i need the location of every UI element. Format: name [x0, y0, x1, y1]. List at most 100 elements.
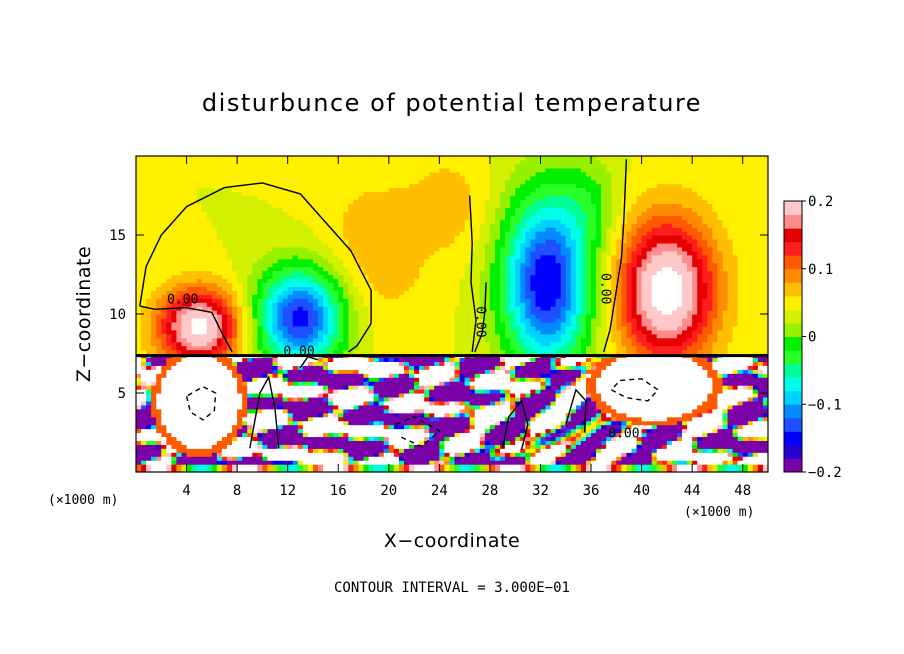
- heat-cell: [196, 460, 203, 465]
- heat-cell: [343, 207, 349, 212]
- heat-cell: [419, 460, 425, 465]
- heat-cell: [333, 215, 339, 220]
- heat-cell: [151, 440, 157, 445]
- heat-cell: [414, 448, 420, 453]
- heat-cell: [343, 298, 349, 303]
- heat-cell: [398, 223, 405, 228]
- heat-cell: [353, 361, 360, 366]
- heat-cell: [388, 337, 395, 343]
- heat-cell: [242, 337, 248, 343]
- heat-cell: [353, 246, 360, 252]
- heat-cell: [318, 219, 324, 224]
- heat-cell: [206, 211, 213, 216]
- heat-cell: [383, 412, 390, 418]
- heat-cell: [141, 468, 147, 472]
- heat-cell: [141, 163, 147, 169]
- heat-cell: [277, 266, 284, 272]
- heat-cell: [439, 337, 446, 343]
- heat-cell: [161, 163, 167, 169]
- heat-cell: [181, 448, 188, 453]
- heat-cell: [247, 262, 253, 268]
- heat-cell: [247, 302, 253, 307]
- heat-cell: [227, 211, 233, 216]
- heat-cell: [171, 321, 178, 327]
- heat-cell: [171, 207, 178, 212]
- heat-cell: [211, 270, 218, 276]
- heat-cell: [358, 223, 365, 228]
- heat-cell: [277, 369, 284, 374]
- heat-cell: [282, 420, 289, 426]
- heat-cell: [151, 365, 157, 370]
- heat-cell: [312, 345, 319, 351]
- heat-cell: [363, 357, 370, 362]
- heat-cell: [297, 298, 304, 303]
- heat-cell: [136, 211, 142, 216]
- heat-cell: [161, 349, 167, 355]
- heat-cell: [328, 242, 334, 248]
- heat-cell: [267, 357, 274, 362]
- heat-cell: [373, 314, 380, 319]
- heat-cell: [434, 345, 440, 351]
- heat-cell: [403, 325, 410, 331]
- heat-cell: [166, 337, 172, 343]
- heat-cell: [161, 377, 167, 382]
- heat-cell: [398, 420, 405, 426]
- heat-cell: [191, 262, 198, 268]
- heat-cell: [338, 156, 344, 161]
- heat-cell: [277, 242, 284, 248]
- heat-cell: [348, 404, 355, 410]
- heat-cell: [398, 290, 405, 295]
- heat-cell: [358, 238, 365, 244]
- heat-cell: [237, 420, 243, 426]
- heat-cell: [403, 424, 410, 430]
- heat-cell: [378, 345, 385, 351]
- heat-cell: [216, 199, 223, 204]
- heat-cell: [242, 282, 248, 287]
- heat-cell: [388, 436, 395, 441]
- heat-cell: [439, 440, 446, 445]
- heat-cell: [282, 270, 289, 276]
- heat-cell: [146, 159, 152, 165]
- heat-cell: [307, 452, 314, 457]
- heat-cell: [156, 325, 162, 331]
- heat-cell: [267, 262, 274, 268]
- heat-cell: [419, 282, 425, 287]
- heat-cell: [272, 337, 279, 343]
- heat-cell: [191, 456, 198, 461]
- heat-cell: [252, 211, 258, 216]
- heat-cell: [242, 242, 248, 248]
- heat-cell: [318, 302, 324, 307]
- heat-cell: [151, 156, 157, 161]
- heat-cell: [267, 396, 274, 402]
- heat-cell: [333, 404, 339, 410]
- heat-cell: [323, 373, 329, 378]
- heat-cell: [449, 349, 456, 355]
- heat-cell: [419, 393, 425, 398]
- heat-cell: [439, 452, 446, 457]
- heat-cell: [216, 159, 223, 165]
- heat-cell: [439, 191, 446, 197]
- heat-cell: [378, 175, 385, 181]
- heat-cell: [373, 385, 380, 390]
- heat-cell: [328, 207, 334, 212]
- heat-cell: [368, 369, 375, 374]
- heat-cell: [166, 171, 172, 177]
- heat-cell: [439, 294, 446, 299]
- heat-cell: [201, 317, 208, 323]
- heat-cell: [348, 302, 355, 307]
- heat-cell: [429, 381, 435, 386]
- heat-cell: [363, 231, 370, 236]
- heat-cell: [328, 385, 334, 390]
- heat-cell: [257, 270, 263, 276]
- heat-cell: [353, 250, 360, 256]
- heat-cell: [414, 460, 420, 465]
- heat-cell: [141, 302, 147, 307]
- heat-cell: [414, 227, 420, 232]
- heat-cell: [302, 223, 309, 228]
- heat-cell: [282, 159, 289, 165]
- heat-cell: [252, 262, 258, 268]
- heat-cell: [302, 282, 309, 287]
- heat-cell: [136, 444, 142, 449]
- heat-cell: [242, 227, 248, 232]
- heat-cell: [398, 242, 405, 248]
